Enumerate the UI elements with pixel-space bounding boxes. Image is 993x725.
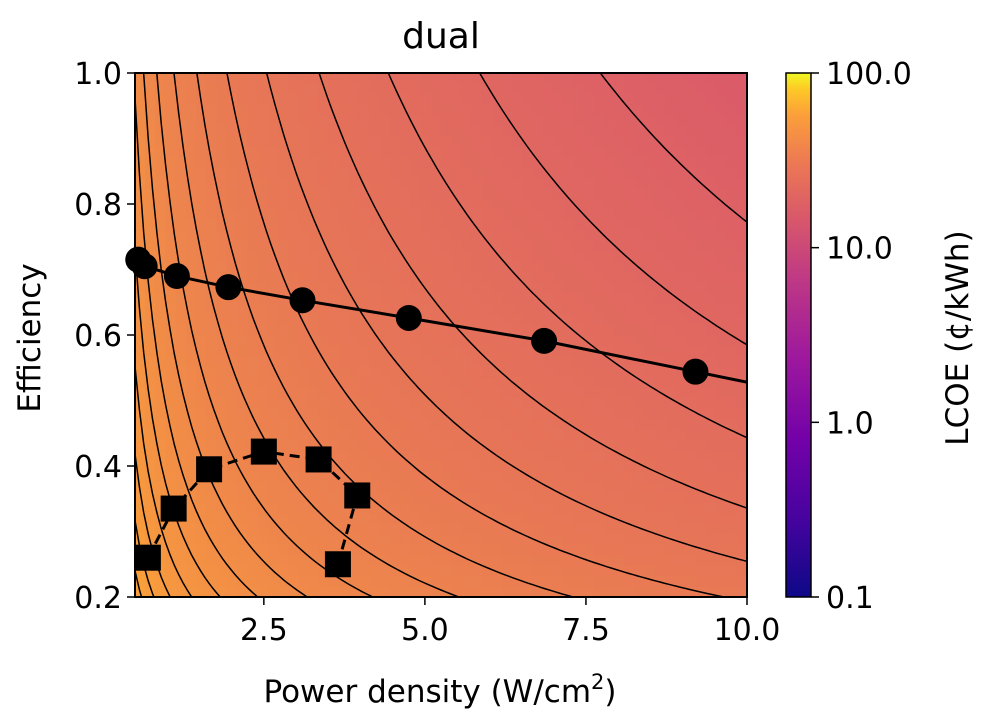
colorbar-tick-label: 0.1 xyxy=(826,581,874,616)
contour-line xyxy=(599,73,747,223)
data-point xyxy=(324,551,351,578)
y-tick-label: 1.0 xyxy=(74,57,122,92)
colorbar-axis: 0.1 1.0 10.0 100.0 xyxy=(811,57,912,616)
x-axis: 2.5 5.0 7.5 10.0 xyxy=(240,597,780,648)
colorbar xyxy=(785,72,812,598)
y-axis: 0.2 0.4 0.6 0.8 1.0 xyxy=(74,57,135,616)
series-layer xyxy=(125,246,748,578)
contour-line xyxy=(318,73,747,509)
contour-line xyxy=(387,73,747,439)
contour-line xyxy=(135,97,259,597)
contour-lines xyxy=(135,73,747,597)
colorbar-tick-label: 1.0 xyxy=(826,406,874,441)
x-tick-label: 2.5 xyxy=(240,613,288,648)
x-axis-label: Power density (W/cm2) xyxy=(263,670,616,710)
contour-line xyxy=(478,73,747,346)
y-axis-label: Efficiency xyxy=(12,263,48,412)
contour-line xyxy=(142,73,309,597)
x-tick-label: 10.0 xyxy=(714,613,781,648)
data-point xyxy=(289,287,316,314)
contour-line xyxy=(265,73,747,563)
data-point xyxy=(250,438,277,465)
data-point xyxy=(344,482,371,509)
x-tick-label: 5.0 xyxy=(401,613,449,648)
y-tick-label: 0.2 xyxy=(74,581,122,616)
chart-title: dual xyxy=(402,16,480,57)
contour-line xyxy=(226,73,728,597)
data-point xyxy=(682,358,709,385)
contour-field xyxy=(135,73,747,597)
y-tick-label: 0.6 xyxy=(74,319,122,354)
x-tick-label: 7.5 xyxy=(562,613,610,648)
data-point xyxy=(196,456,223,483)
data-point xyxy=(531,327,558,354)
contour-line xyxy=(156,73,375,597)
contour-line xyxy=(173,73,462,597)
colorbar-tick-label: 100.0 xyxy=(826,57,912,92)
y-tick-label: 0.8 xyxy=(74,188,122,223)
data-point xyxy=(134,544,161,571)
y-tick-label: 0.4 xyxy=(74,450,122,485)
contour-line xyxy=(196,73,576,597)
data-point xyxy=(131,253,158,280)
data-point xyxy=(215,274,242,301)
data-point xyxy=(395,304,422,331)
data-point xyxy=(305,446,332,473)
data-point xyxy=(160,495,187,522)
colorbar-tick-label: 10.0 xyxy=(826,232,893,267)
colorbar-label: LCOE (¢/kWh) xyxy=(940,230,976,445)
data-point xyxy=(163,263,190,290)
